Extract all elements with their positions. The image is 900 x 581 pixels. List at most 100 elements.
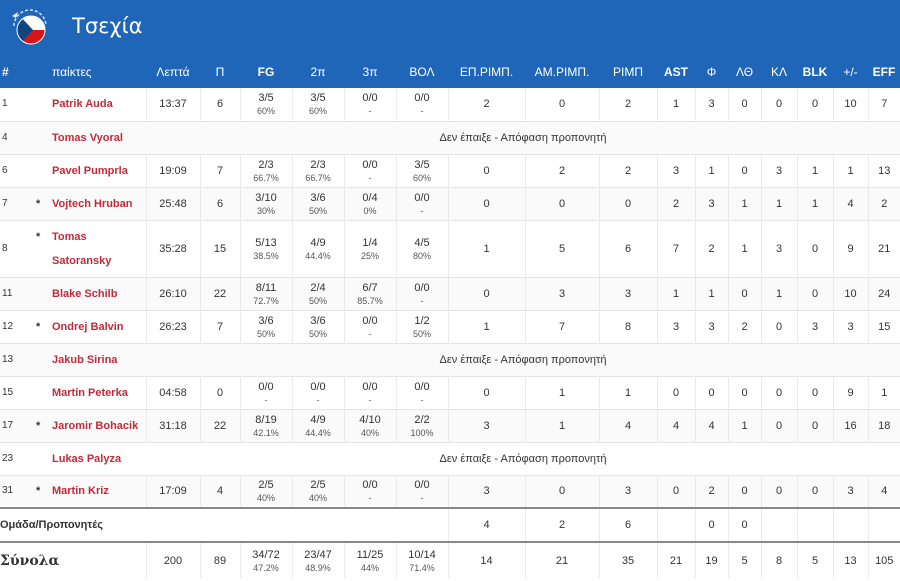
player-name-cell[interactable]: Jakub Sirina <box>22 343 146 376</box>
three-pointers-made-attempted: 0/0 <box>362 479 378 492</box>
player-name-cell[interactable]: * Jaromir Bohacik <box>22 409 146 442</box>
field-goals-made-attempted: 0/0 <box>258 380 274 393</box>
plus-minus: 3 <box>832 475 868 508</box>
player-name-link[interactable]: Ondrej Balvin <box>52 320 124 333</box>
steals: 0 <box>760 475 797 508</box>
player-name-link[interactable]: Blake Schilb <box>52 287 118 300</box>
total-two-pointers: 23/47 48.9% <box>291 542 344 578</box>
three-pointers-percentage: - <box>368 106 372 117</box>
three-pointers: 0/0- <box>343 376 396 409</box>
player-name-link[interactable]: Jaromir Bohacik <box>52 419 139 432</box>
turnovers: 1 <box>727 187 761 220</box>
col-header-oreb[interactable]: ΕΠ.ΡΙΜΠ. <box>459 65 514 79</box>
player-name-cell[interactable]: * Vojtech Hruban <box>22 187 146 220</box>
col-header-plus-minus[interactable]: +/- <box>843 65 858 79</box>
player-name-cell[interactable]: Martin Peterka <box>22 376 146 409</box>
col-header-ft[interactable]: ΒΟΛ <box>409 65 435 79</box>
free-throws: 2/2 100% <box>395 409 448 442</box>
free-throws: 0/0- <box>395 376 448 409</box>
table-row: 8 * Tomas Satoransky 35:28 15 5/13 38.5% 4/9 44.4… <box>0 220 900 277</box>
field-goals-made-attempted: 8/19 <box>255 413 277 426</box>
turnovers: 2 <box>727 310 761 343</box>
free-throws: 3/5 60% <box>395 154 448 187</box>
col-header-steals[interactable]: ΚΛ <box>770 65 788 79</box>
free-throws: 0/0- <box>395 277 448 310</box>
col-header-ast[interactable]: AST <box>664 65 688 79</box>
player-name-link[interactable]: Lukas Palyza <box>52 452 122 465</box>
player-name-link[interactable]: Martin Kriz <box>52 485 109 498</box>
box-score-table: # παίκτες Λεπτά Π FG 2π 3π ΒΟΛ ΕΠ.ΡΙΜΠ. … <box>0 56 900 578</box>
table-row: 23 Lukas Palyza Δεν έπαιξε - Απόφαση προπο… <box>0 442 900 475</box>
col-header-turnovers[interactable]: ΛΘ <box>735 65 754 79</box>
player-name-link[interactable]: Patrik Auda <box>52 98 113 111</box>
player-name-cell[interactable]: Lukas Palyza <box>22 442 146 475</box>
col-header-players[interactable]: παίκτες <box>52 65 92 79</box>
player-name-link[interactable]: Satoransky <box>52 254 112 267</box>
col-header-dreb[interactable]: ΑΜ.ΡΙΜΠ. <box>534 65 590 79</box>
reb: 2 <box>598 88 657 121</box>
three-pointers-percentage: 40% <box>360 427 379 438</box>
field-goals-percentage: 66.7% <box>253 172 279 183</box>
player-name-link[interactable]: Martin Peterka <box>52 386 128 399</box>
col-header-3pt[interactable]: 3π <box>362 65 378 79</box>
player-name-link[interactable]: Tomas <box>52 230 87 243</box>
dreb: 3 <box>524 277 599 310</box>
total-oreb: 14 <box>447 542 525 578</box>
two-pointers-made-attempted: 0/0 <box>310 380 326 393</box>
col-header-minutes[interactable]: Λεπτά <box>156 65 190 79</box>
col-header-reb[interactable]: ΡΙΜΠ <box>613 65 643 79</box>
player-name-cell[interactable]: * Tomas Satoransky <box>22 220 146 277</box>
three-pointers-percentage: 85.7% <box>357 295 383 306</box>
did-not-play-note: Δεν έπαιξε - Απόφαση προπονητή <box>439 353 607 366</box>
field-goals-percentage: 38.5% <box>253 250 279 261</box>
free-throws: 4/5 80% <box>395 220 448 277</box>
reb: 8 <box>598 310 657 343</box>
minutes: 31:18 <box>145 409 200 442</box>
col-header-blk[interactable]: BLK <box>802 65 828 79</box>
col-header-eff[interactable]: EFF <box>872 65 896 79</box>
table-row: 31 * Martin Kriz 17:09 4 2/5 40% 2/5 40% 0/0-0/0-… <box>0 475 900 508</box>
col-header-points[interactable]: Π <box>215 65 225 79</box>
two-pointers-made-attempted: 2/5 <box>310 479 326 492</box>
player-name-link[interactable]: Vojtech Hruban <box>52 197 133 210</box>
two-pointers-percentage: - <box>316 394 320 405</box>
eff: 4 <box>867 475 900 508</box>
table-row: 11 Blake Schilb 26:10 22 8/11 72.7% 2/4 50% 6/7 8… <box>0 277 900 310</box>
points: 7 <box>199 154 240 187</box>
player-name-cell[interactable]: Tomas Vyoral <box>22 121 146 154</box>
player-name-cell[interactable]: Blake Schilb <box>22 277 146 310</box>
col-header-number[interactable]: # <box>2 65 9 79</box>
plus-minus: 10 <box>832 88 868 121</box>
player-number: 11 <box>2 287 13 299</box>
player-name-cell[interactable]: * Martin Kriz <box>22 475 146 508</box>
dreb: 1 <box>524 376 599 409</box>
steals: 1 <box>760 277 797 310</box>
eff: 7 <box>867 88 900 121</box>
team-title: Τσεχία <box>72 14 143 38</box>
player-name-link[interactable]: Pavel Pumprla <box>52 164 128 177</box>
oreb: 3 <box>447 409 525 442</box>
player-name-link[interactable]: Tomas Vyoral <box>52 131 123 144</box>
free-throws: 0/0- <box>395 475 448 508</box>
col-header-2pt[interactable]: 2π <box>310 65 326 79</box>
fouls: 3 <box>694 310 728 343</box>
steals: 3 <box>760 154 797 187</box>
player-name-cell[interactable]: * Ondrej Balvin <box>22 310 146 343</box>
field-goals: 2/3 66.7% <box>239 154 292 187</box>
blk: 0 <box>796 220 833 277</box>
col-header-fouls[interactable]: Φ <box>706 65 717 79</box>
turnovers: 0 <box>727 376 761 409</box>
two-pointers-made-attempted: 2/3 <box>310 158 326 171</box>
player-name-cell[interactable]: Patrik Auda <box>22 88 146 121</box>
turnovers: 0 <box>727 475 761 508</box>
blk: 1 <box>796 154 833 187</box>
total-two-pointers-percentage: 48.9% <box>305 562 331 573</box>
player-name-link[interactable]: Jakub Sirina <box>52 353 118 366</box>
col-header-fg[interactable]: FG <box>257 65 275 79</box>
blk: 0 <box>796 88 833 121</box>
player-name-cell[interactable]: Pavel Pumprla <box>22 154 146 187</box>
fouls: 4 <box>694 409 728 442</box>
player-number: 17 <box>2 419 14 431</box>
player-number: 6 <box>2 164 8 176</box>
ast: 0 <box>656 376 695 409</box>
